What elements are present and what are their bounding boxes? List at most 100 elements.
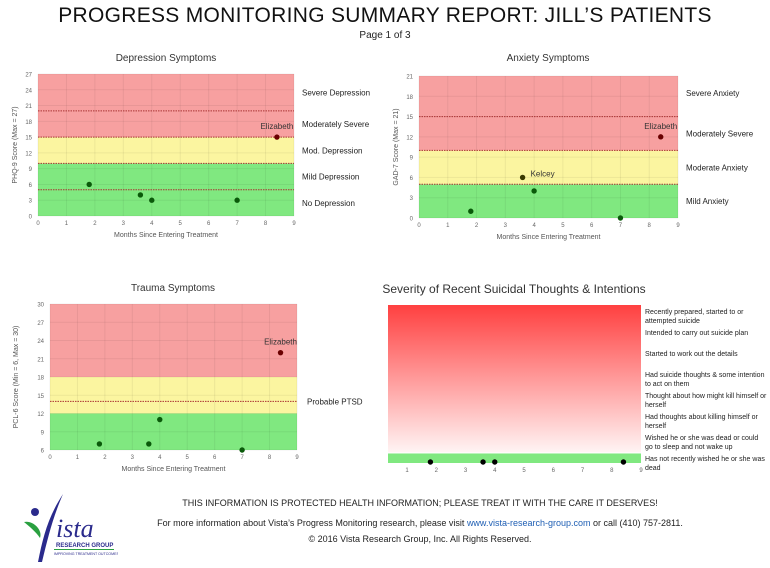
y-tick-label: 18 bbox=[37, 376, 44, 382]
data-point bbox=[658, 134, 664, 140]
data-point bbox=[519, 174, 526, 181]
band-yellow bbox=[419, 150, 678, 185]
band-label: No Depression bbox=[302, 199, 355, 208]
x-tick-label: 4 bbox=[493, 468, 497, 474]
report-title: PROGRESS MONITORING SUMMARY REPORT: JILL… bbox=[58, 4, 712, 27]
x-tick-label: 7 bbox=[240, 455, 244, 461]
band-label: Severe Depression bbox=[302, 88, 370, 97]
point-label: Elizabeth bbox=[644, 122, 677, 131]
band-label: Severe Anxiety bbox=[686, 89, 739, 98]
x-tick-label: 0 bbox=[48, 455, 52, 461]
phone-text: or call (410) 757-2811. bbox=[590, 518, 683, 528]
y-tick-label: 15 bbox=[25, 136, 32, 142]
y-tick-label: 27 bbox=[25, 73, 32, 79]
data-point bbox=[277, 349, 284, 356]
x-tick-label: 2 bbox=[93, 221, 97, 227]
x-tick-label: 0 bbox=[36, 221, 40, 227]
y-tick-label: 12 bbox=[37, 412, 44, 418]
info-line: For more information about Vista’s Progr… bbox=[110, 518, 730, 528]
y-tick-label: 24 bbox=[25, 88, 32, 94]
severity-level-label: Started to work out the details bbox=[645, 350, 738, 358]
y-tick-label: 12 bbox=[406, 135, 413, 141]
data-point bbox=[531, 188, 537, 194]
band-green bbox=[419, 184, 678, 218]
x-tick-label: 6 bbox=[552, 468, 556, 474]
data-point bbox=[274, 134, 280, 140]
y-tick-label: 3 bbox=[29, 199, 33, 205]
y-tick-label: 15 bbox=[406, 115, 413, 121]
band-label: Mild Anxiety bbox=[686, 197, 729, 206]
x-tick-label: 4 bbox=[158, 455, 162, 461]
x-tick-label: 2 bbox=[475, 223, 479, 229]
chart-title: Depression Symptoms bbox=[116, 53, 217, 64]
y-tick-label: 9 bbox=[41, 430, 45, 436]
data-point bbox=[137, 192, 144, 198]
data-point bbox=[617, 215, 624, 221]
x-tick-label: 5 bbox=[522, 468, 526, 474]
x-axis-label: Months Since Entering Treatment bbox=[114, 232, 218, 239]
x-tick-label: 9 bbox=[639, 468, 643, 474]
x-tick-label: 1 bbox=[65, 221, 69, 227]
band-green bbox=[50, 413, 297, 450]
y-tick-label: 24 bbox=[37, 339, 44, 345]
data-point bbox=[492, 459, 498, 465]
y-axis-label: GAD-7 Score (Max = 21) bbox=[393, 108, 400, 185]
x-tick-label: 7 bbox=[619, 223, 623, 229]
data-point bbox=[149, 197, 155, 203]
x-tick-label: 1 bbox=[405, 468, 409, 474]
band-yellow bbox=[50, 377, 297, 414]
x-axis-label: Months Since Entering Treatment bbox=[122, 466, 226, 473]
severity-level-label: Had suicide thoughts & some intention to… bbox=[645, 371, 765, 388]
x-tick-label: 4 bbox=[532, 223, 536, 229]
severity-level-label: Recently prepared, started to or attempt… bbox=[645, 308, 744, 325]
x-tick-label: 6 bbox=[213, 455, 217, 461]
x-tick-label: 1 bbox=[76, 455, 80, 461]
x-tick-label: 5 bbox=[186, 455, 190, 461]
y-tick-label: 21 bbox=[406, 75, 413, 81]
vista-logo: ista RESEARCH GROUP IMPROVING TREATMENT … bbox=[24, 494, 118, 562]
x-tick-label: 9 bbox=[295, 455, 299, 461]
x-tick-label: 3 bbox=[131, 455, 135, 461]
logo-tagline: IMPROVING TREATMENT OUTCOMES bbox=[54, 552, 118, 556]
x-tick-label: 5 bbox=[561, 223, 565, 229]
y-tick-label: 3 bbox=[410, 196, 414, 202]
x-tick-label: 3 bbox=[464, 468, 468, 474]
data-point bbox=[146, 441, 152, 447]
data-point bbox=[468, 208, 474, 214]
data-point bbox=[239, 447, 245, 453]
band-red bbox=[38, 74, 294, 138]
y-tick-label: 9 bbox=[29, 167, 33, 173]
y-tick-label: 0 bbox=[29, 215, 33, 221]
x-tick-label: 6 bbox=[590, 223, 594, 229]
website-link[interactable]: www.vista-research-group.com bbox=[466, 518, 591, 528]
copyright: © 2016 Vista Research Group, Inc. All Ri… bbox=[308, 534, 532, 544]
x-tick-label: 0 bbox=[417, 223, 421, 229]
chart-title: Severity of Recent Suicidal Thoughts & I… bbox=[382, 282, 645, 296]
x-tick-label: 9 bbox=[676, 223, 680, 229]
phi-notice: THIS INFORMATION IS PROTECTED HEALTH INF… bbox=[182, 498, 658, 508]
band-red bbox=[50, 304, 297, 377]
band-label: Mild Depression bbox=[302, 173, 359, 182]
logo-name: ista bbox=[56, 514, 94, 543]
x-tick-label: 8 bbox=[268, 455, 272, 461]
band-green bbox=[388, 453, 641, 463]
x-tick-label: 2 bbox=[435, 468, 439, 474]
x-tick-label: 7 bbox=[581, 468, 585, 474]
y-tick-label: 6 bbox=[29, 183, 33, 189]
point-label: Kelcey bbox=[531, 169, 555, 178]
point-label: Elizabeth bbox=[264, 338, 297, 347]
x-tick-label: 6 bbox=[207, 221, 211, 227]
x-tick-label: 8 bbox=[264, 221, 268, 227]
y-axis-label: PHQ-9 Score (Max = 27) bbox=[12, 106, 19, 183]
x-tick-label: 8 bbox=[610, 468, 614, 474]
data-point bbox=[157, 416, 163, 423]
info-text: For more information about Vista’s Progr… bbox=[157, 518, 467, 528]
x-tick-label: 4 bbox=[150, 221, 154, 227]
logo-swoosh bbox=[38, 494, 63, 562]
logo-sub: RESEARCH GROUP bbox=[56, 543, 113, 549]
severity-level-label: Thought about how might kill himself or … bbox=[645, 392, 767, 409]
page-number: Page 1 of 3 bbox=[359, 30, 411, 41]
data-point bbox=[234, 197, 240, 203]
y-tick-label: 18 bbox=[25, 120, 32, 126]
